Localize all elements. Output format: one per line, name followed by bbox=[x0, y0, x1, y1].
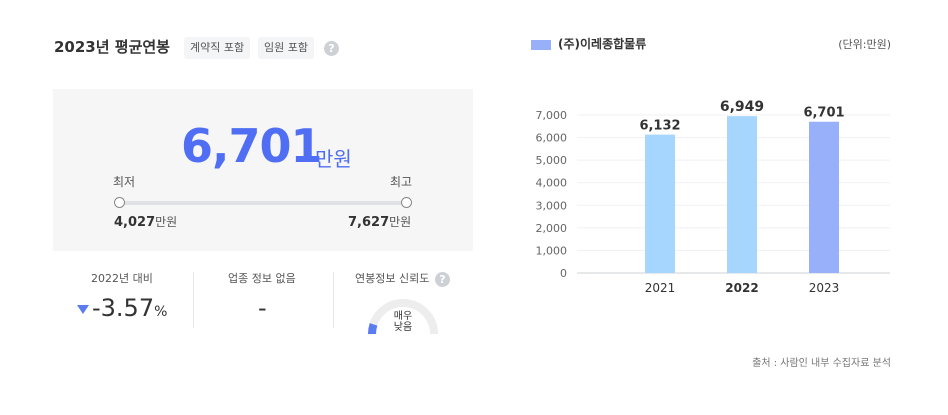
min-salary-value: 4,027 bbox=[114, 215, 156, 230]
contract-included-tag: 계약직 포함 bbox=[184, 37, 251, 59]
reliability-label: 연봉정보 신뢰도 bbox=[355, 272, 430, 285]
reliability-text: 매우 낮음 bbox=[391, 311, 415, 333]
average-salary-unit: 만원 bbox=[315, 147, 352, 171]
change-number: -3.57 bbox=[92, 294, 155, 322]
max-label: 최고 bbox=[390, 175, 413, 189]
bar bbox=[645, 134, 675, 273]
change-percent-sign: % bbox=[154, 304, 168, 320]
y-tick-label: 4,000 bbox=[536, 177, 568, 190]
bar-value-label: 6,132 bbox=[639, 119, 680, 134]
legend-swatch bbox=[531, 40, 551, 50]
y-tick-label: 1,000 bbox=[536, 244, 568, 257]
legend-label: (주)이레종합물류 bbox=[558, 37, 647, 51]
x-tick-label: 2023 bbox=[809, 281, 840, 295]
source-note: 출처 : 사람인 내부 수집자료 분석 bbox=[752, 358, 891, 369]
unit-note: (단위:만원) bbox=[838, 38, 891, 51]
down-arrow-icon bbox=[77, 305, 89, 314]
max-salary-unit: 만원 bbox=[389, 215, 412, 229]
y-tick-label: 0 bbox=[560, 267, 567, 280]
y-tick-label: 3,000 bbox=[536, 199, 568, 212]
salary-range-track bbox=[119, 201, 407, 205]
y-tick-label: 7,000 bbox=[536, 109, 568, 122]
average-salary-value: 6,701 bbox=[181, 119, 323, 173]
bar-value-label: 6,701 bbox=[803, 106, 844, 121]
page-title: 2023년 평균연봉 bbox=[54, 38, 170, 56]
max-salary: 7,627만원 bbox=[348, 213, 411, 230]
range-min-marker bbox=[114, 197, 125, 208]
stats-divider bbox=[333, 272, 334, 328]
reliability-line1: 매우 bbox=[393, 311, 413, 322]
bar-value-label: 6,949 bbox=[720, 99, 764, 115]
change-label: 2022년 대비 bbox=[91, 272, 153, 285]
max-salary-value: 7,627 bbox=[348, 215, 390, 230]
min-salary: 4,027만원 bbox=[114, 213, 177, 230]
bar bbox=[809, 121, 839, 273]
reliability-line2: 낮음 bbox=[393, 322, 413, 333]
min-salary-unit: 만원 bbox=[155, 215, 178, 229]
stats-divider bbox=[193, 272, 194, 328]
range-max-marker bbox=[401, 197, 412, 208]
change-value: -3.57% bbox=[77, 294, 167, 322]
y-tick-label: 6,000 bbox=[536, 132, 568, 145]
x-tick-label: 2021 bbox=[645, 281, 676, 295]
min-label: 최저 bbox=[113, 175, 136, 189]
help-icon[interactable]: ? bbox=[324, 41, 339, 56]
bar bbox=[727, 116, 757, 273]
reliability-help-icon[interactable]: ? bbox=[435, 272, 450, 287]
executive-included-tag: 임원 포함 bbox=[258, 37, 314, 59]
industry-value: - bbox=[258, 294, 267, 322]
x-tick-label: 2022 bbox=[725, 281, 758, 295]
y-tick-label: 5,000 bbox=[536, 154, 568, 167]
y-tick-label: 2,000 bbox=[536, 222, 568, 235]
salary-summary-panel bbox=[53, 89, 473, 251]
industry-label: 업종 정보 없음 bbox=[228, 272, 296, 285]
